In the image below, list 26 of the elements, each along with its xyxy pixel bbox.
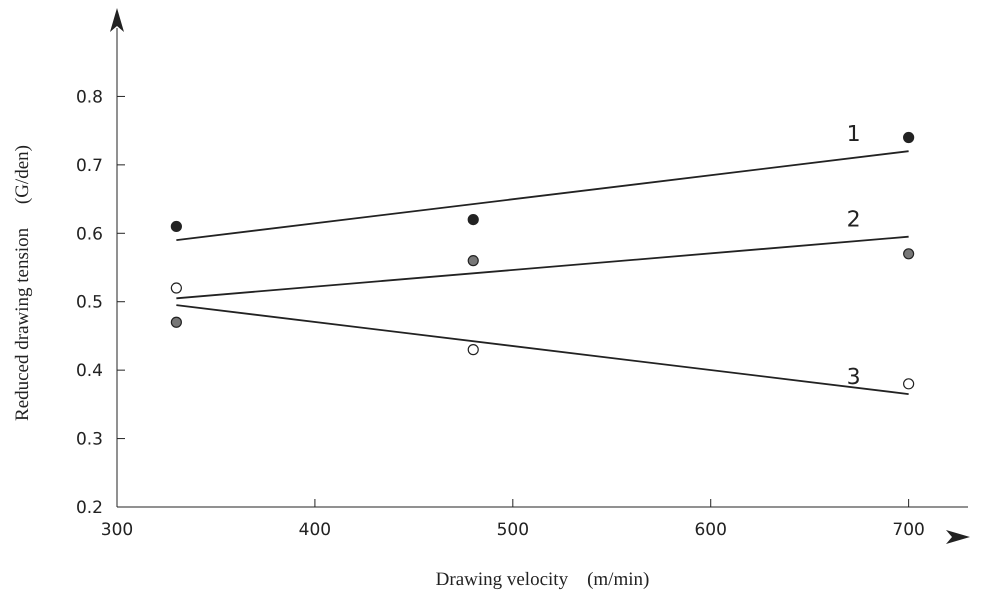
- x-tick-label: 300: [100, 520, 134, 540]
- x-tick-label: 600: [694, 520, 727, 540]
- y-tick-label: 0.5: [76, 292, 103, 313]
- y-tick-label: 0.2: [76, 498, 103, 518]
- point: [170, 220, 182, 232]
- point: [903, 378, 914, 390]
- point: [468, 214, 479, 226]
- y-tick-label: 0.7: [76, 156, 103, 176]
- point: [170, 282, 182, 294]
- point: [468, 255, 479, 266]
- point: [903, 248, 914, 260]
- series-label: 2: [846, 208, 861, 233]
- y-tick-label: 0.3: [76, 430, 103, 450]
- point: [170, 316, 182, 328]
- series-label: 3: [846, 365, 861, 390]
- x-tick-label: 700: [892, 520, 925, 540]
- x-tick-label: 400: [298, 520, 332, 540]
- point: [468, 344, 479, 356]
- y-tick-label: 0.4: [76, 361, 103, 382]
- x-axis-title: Drawing velocity (m/min): [434, 569, 650, 591]
- x-tick-label: 500: [496, 520, 530, 540]
- y-tick-label: 0.6: [76, 224, 103, 244]
- y-tick-label: 0.8: [76, 87, 103, 108]
- series-label: 1: [846, 122, 861, 148]
- point: [903, 132, 914, 144]
- y-axis-title: Reduced drawing tension (G/den): [12, 144, 34, 420]
